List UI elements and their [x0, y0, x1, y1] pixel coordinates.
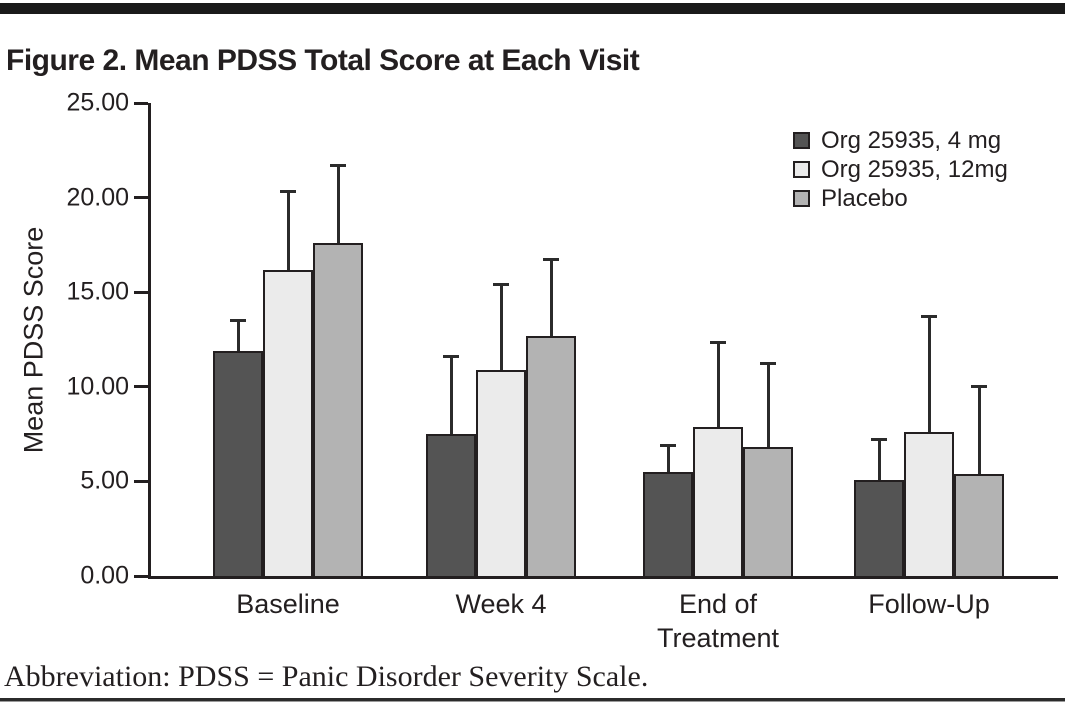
y-axis-title: Mean PDSS Score: [18, 226, 49, 454]
y-axis-tick: [134, 479, 148, 483]
error-bar-stem: [499, 282, 503, 370]
x-category-label: End of Treatment: [656, 589, 780, 653]
y-axis-tick: [134, 196, 148, 200]
plot-area: 0.00 5.00 10.00 15.00 20.00 25.00 Baseline Week…: [66, 89, 1058, 653]
error-bar-cap: [971, 384, 987, 388]
legend-swatch-icon: [793, 161, 810, 178]
top-rule: [0, 3, 1065, 14]
x-category-label: Follow-Up: [868, 589, 990, 619]
error-bar-stem: [927, 314, 931, 433]
error-bar-stem: [236, 318, 240, 351]
legend-swatch-icon: [793, 190, 810, 207]
bar-org-25935-4-mg-3: [854, 479, 904, 576]
y-axis-tick-label: 20.00: [66, 183, 129, 212]
error-bar-stem: [286, 190, 290, 270]
error-bar-stem: [666, 443, 670, 472]
bar-org-25935-12mg-0: [263, 269, 313, 576]
legend-item: Org 25935, 12mg: [793, 155, 1008, 184]
y-axis-tick: [134, 101, 148, 105]
x-category-label: Week 4: [455, 589, 547, 619]
bar-org-25935-12mg-1: [476, 369, 526, 576]
legend-label: Org 25935, 4 mg: [821, 126, 1002, 154]
error-bar-stem: [977, 384, 981, 474]
bar-org-25935-4-mg-1: [426, 434, 476, 576]
legend-item: Placebo: [793, 184, 1008, 213]
abbreviation-footnote: Abbreviation: PDSS = Panic Disorder Seve…: [4, 660, 649, 693]
legend-label: Placebo: [821, 184, 908, 212]
y-axis-tick-label: 0.00: [80, 561, 129, 590]
legend: Org 25935, 4 mg Org 25935, 12mg Placebo: [793, 126, 1008, 213]
y-axis-tick: [134, 385, 148, 389]
y-axis-tick-label: 15.00: [66, 277, 129, 306]
bar-org-25935-12mg-3: [904, 432, 954, 576]
error-bar-cap: [871, 437, 887, 441]
y-axis-tick: [134, 290, 148, 294]
error-bar-stem: [877, 437, 881, 480]
bar-org-25935-4-mg-2: [643, 471, 693, 576]
x-category-label: Baseline: [236, 589, 340, 619]
bar-org-25935-12mg-2: [693, 426, 743, 576]
legend-item: Org 25935, 4 mg: [793, 126, 1008, 155]
error-bar-cap: [280, 190, 296, 194]
error-bar-cap: [660, 443, 676, 447]
bar-placebo-1: [526, 335, 576, 576]
error-bar-cap: [493, 282, 509, 286]
bar-placebo-3: [954, 473, 1004, 576]
legend-label: Org 25935, 12mg: [821, 155, 1008, 183]
error-bar-cap: [710, 341, 726, 345]
error-bar-cap: [543, 258, 559, 262]
bar-placebo-0: [313, 243, 363, 576]
error-bar-stem: [549, 258, 553, 336]
bar-placebo-2: [743, 447, 793, 576]
error-bar-stem: [766, 362, 770, 448]
bottom-rule: [0, 698, 1065, 702]
error-bar-stem: [716, 341, 720, 427]
error-bar-stem: [336, 163, 340, 244]
error-bar-stem: [449, 354, 453, 435]
error-bar-cap: [443, 354, 459, 358]
error-bar-cap: [921, 314, 937, 318]
y-axis-tick-label: 10.00: [66, 372, 129, 401]
y-axis-tick-label: 25.00: [66, 88, 129, 117]
y-axis-tick: [134, 574, 148, 578]
error-bar-cap: [230, 318, 246, 322]
figure-title: Figure 2. Mean PDSS Total Score at Each …: [6, 44, 640, 78]
y-axis-tick-label: 5.00: [80, 466, 129, 495]
bar-org-25935-4-mg-0: [213, 350, 263, 576]
error-bar-cap: [760, 362, 776, 366]
error-bar-cap: [330, 163, 346, 167]
legend-swatch-icon: [793, 132, 810, 149]
